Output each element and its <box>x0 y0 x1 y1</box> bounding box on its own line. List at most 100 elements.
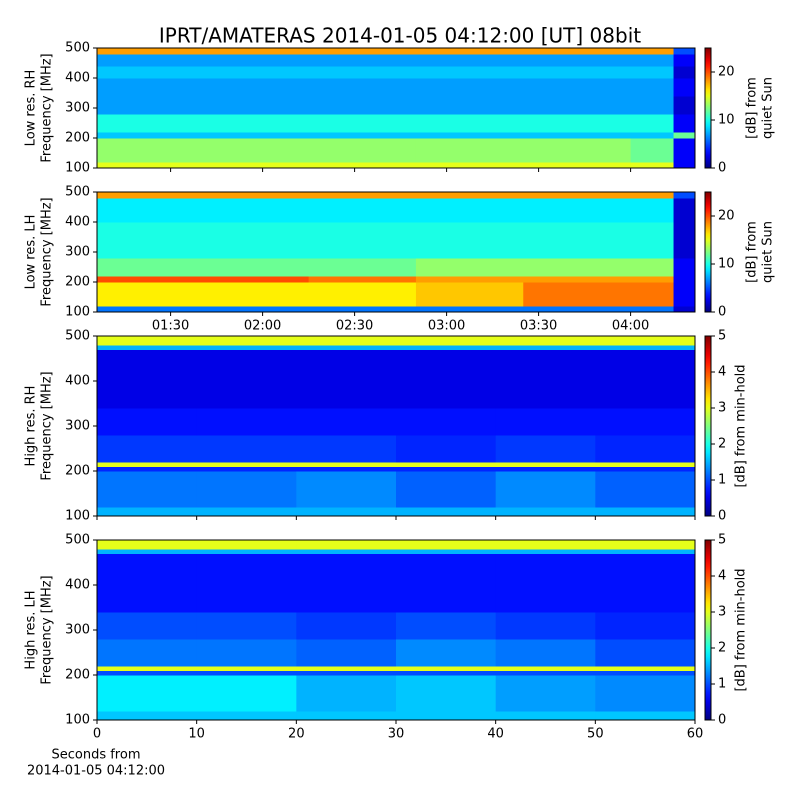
heatmap-cell <box>415 258 524 277</box>
heatmap-cell <box>495 349 596 382</box>
heatmap-cell <box>97 639 198 667</box>
heatmap-cell <box>630 66 675 79</box>
y-tick-label: 500 <box>65 41 90 56</box>
heatmap-cell <box>296 408 397 436</box>
heatmap-cell <box>97 96 202 115</box>
y-axis-label: Low res. RH <box>24 70 39 147</box>
y-tick-label: 100 <box>65 713 90 728</box>
heatmap-cell <box>630 222 675 241</box>
colorbar-tick-label: 10 <box>718 113 735 128</box>
heatmap-cell <box>97 240 202 259</box>
heatmap-cell <box>97 612 198 640</box>
heatmap-cell <box>196 549 297 554</box>
heatmap-cell <box>296 612 397 640</box>
heatmap-cell <box>630 132 675 139</box>
heatmap-cell <box>97 78 202 97</box>
heatmap-cell <box>396 675 497 712</box>
heatmap-cell <box>97 336 198 346</box>
heatmap-cell <box>595 540 696 550</box>
y-tick-label: 300 <box>65 623 90 638</box>
heatmap-cell <box>296 639 397 667</box>
colorbar <box>704 335 712 517</box>
heatmap-cell <box>201 282 310 307</box>
heatmap-cell <box>595 345 696 350</box>
y-tick-label: 500 <box>65 533 90 548</box>
heatmap-cell <box>296 585 397 613</box>
heatmap-cell <box>595 471 696 508</box>
x-tick-label: 30 <box>388 727 405 742</box>
heatmap-cell <box>415 210 524 223</box>
heatmap-cell <box>308 306 417 313</box>
colorbar-label: [dB] from min-hold <box>734 568 749 691</box>
x-tick-label: 40 <box>487 727 504 742</box>
colorbar-label: quiet Sun <box>761 77 776 139</box>
heatmap-cell <box>201 192 310 199</box>
x-tick-label: 0 <box>93 727 101 742</box>
heatmap-cell <box>495 675 596 712</box>
heatmap-cell <box>97 345 198 350</box>
colorbar-tick-label: 0 <box>718 161 726 176</box>
heatmap-cell <box>415 132 524 139</box>
heatmap-cell <box>396 408 497 436</box>
heatmap-cell <box>595 349 696 382</box>
heatmap-cell <box>396 670 497 676</box>
colorbar-tick-label: 20 <box>718 65 735 80</box>
heatmap-cell <box>196 462 297 467</box>
heatmap-cell <box>396 381 497 409</box>
heatmap-cell <box>196 675 297 712</box>
heatmap-cell <box>673 66 696 79</box>
heatmap-cell <box>415 138 524 163</box>
heatmap-cell <box>201 276 310 283</box>
heatmap-cell <box>97 471 198 508</box>
heatmap-cell <box>396 666 497 671</box>
heatmap-cell <box>308 192 417 199</box>
heatmap-cell <box>196 471 297 508</box>
heatmap-cell <box>201 66 310 79</box>
heatmap-cell <box>396 612 497 640</box>
heatmap-cell <box>523 192 632 199</box>
heatmap-cell <box>396 553 497 586</box>
heatmap-cell <box>495 540 596 550</box>
heatmap-cell <box>97 381 198 409</box>
heatmap-cell <box>396 585 497 613</box>
heatmap-cell <box>595 639 696 667</box>
heatmap-cell <box>495 507 596 517</box>
heatmap-cell <box>196 408 297 436</box>
heatmap-cell <box>523 78 632 97</box>
heatmap-cell <box>196 612 297 640</box>
colorbar-tick-label: 0 <box>718 509 726 524</box>
heatmap-cell <box>196 349 297 382</box>
heatmap-cell <box>630 276 675 283</box>
heatmap-cell <box>415 66 524 79</box>
heatmap-cell <box>396 471 497 508</box>
x-axis-label: 2014-01-05 04:12:00 <box>27 764 165 779</box>
heatmap-cell <box>523 210 632 223</box>
heatmap-cell <box>495 336 596 346</box>
heatmap-cell <box>97 675 198 712</box>
y-tick-label: 100 <box>65 509 90 524</box>
y-axis-label: High res. LH <box>24 590 39 669</box>
y-tick-label: 400 <box>65 71 90 86</box>
heatmap-cell <box>673 276 696 283</box>
heatmap-cell <box>196 666 297 671</box>
heatmap-cell <box>595 711 696 721</box>
heatmap-cell <box>296 471 397 508</box>
heatmap-cell <box>296 336 397 346</box>
y-tick-label: 500 <box>65 185 90 200</box>
heatmap-cell <box>97 66 202 79</box>
colorbar-tick-label: 1 <box>718 677 726 692</box>
colorbar-tick-label: 4 <box>718 365 726 380</box>
heatmap-cell <box>97 666 198 671</box>
heatmap-cell <box>630 282 675 307</box>
heatmap-cell <box>495 612 596 640</box>
heatmap-cell <box>495 345 596 350</box>
y-tick-label: 100 <box>65 161 90 176</box>
colorbar-tick-label: 3 <box>718 401 726 416</box>
heatmap-cell <box>595 675 696 712</box>
heatmap-cell <box>296 553 397 586</box>
heatmap-cell <box>495 462 596 467</box>
heatmap-cell <box>595 666 696 671</box>
colorbar-tick-label: 3 <box>718 605 726 620</box>
heatmap-cell <box>415 282 524 307</box>
